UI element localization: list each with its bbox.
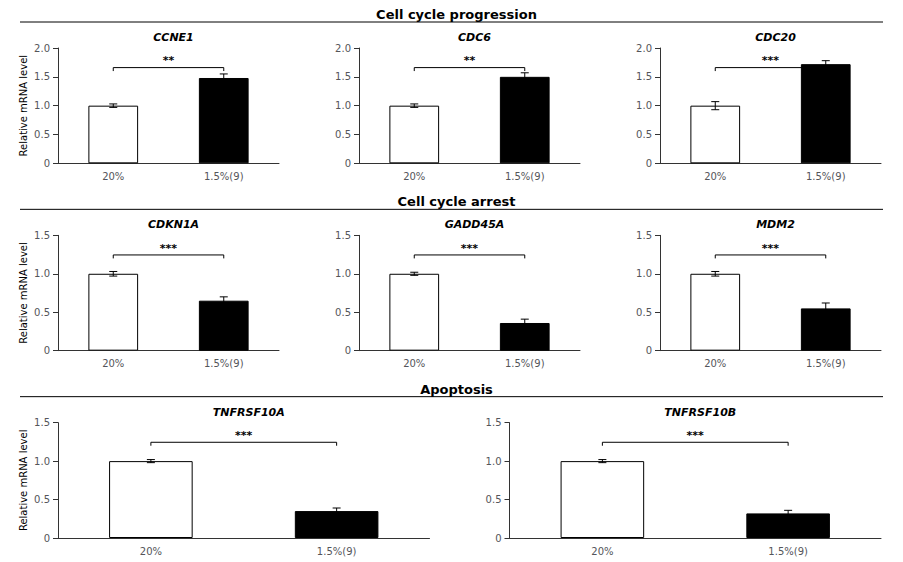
svg-text:1.5%(9): 1.5%(9) xyxy=(204,358,244,369)
svg-text:1.5: 1.5 xyxy=(34,230,50,241)
svg-text:1.5: 1.5 xyxy=(486,417,502,428)
svg-text:***: *** xyxy=(687,429,705,442)
svg-text:20%: 20% xyxy=(102,358,124,369)
svg-text:1.5%(9): 1.5%(9) xyxy=(768,546,808,557)
svg-text:Cell cycle arrest: Cell cycle arrest xyxy=(398,194,516,209)
svg-text:GADD45A: GADD45A xyxy=(445,218,505,231)
svg-text:1.0: 1.0 xyxy=(335,100,351,111)
svg-text:Relative mRNA level: Relative mRNA level xyxy=(18,430,29,531)
svg-text:1.5: 1.5 xyxy=(335,230,351,241)
svg-text:0: 0 xyxy=(44,533,50,544)
svg-text:20%: 20% xyxy=(704,358,726,369)
svg-text:0: 0 xyxy=(646,345,652,356)
svg-text:1.5%(9): 1.5%(9) xyxy=(505,171,545,182)
svg-text:***: *** xyxy=(160,242,178,255)
svg-text:MDM2: MDM2 xyxy=(756,218,795,231)
svg-text:0: 0 xyxy=(345,158,351,169)
svg-text:TNFRSF10A: TNFRSF10A xyxy=(213,406,285,419)
svg-text:20%: 20% xyxy=(140,546,162,557)
svg-text:20%: 20% xyxy=(403,171,425,182)
svg-text:Relative mRNA level: Relative mRNA level xyxy=(18,55,29,156)
svg-text:20%: 20% xyxy=(403,358,425,369)
svg-text:1.5: 1.5 xyxy=(335,71,351,82)
svg-text:**: ** xyxy=(464,54,476,67)
svg-text:***: *** xyxy=(762,54,780,67)
svg-text:1.5: 1.5 xyxy=(34,71,50,82)
svg-text:0.5: 0.5 xyxy=(335,129,351,140)
svg-text:**: ** xyxy=(163,54,175,67)
svg-text:0: 0 xyxy=(345,345,351,356)
svg-text:0.5: 0.5 xyxy=(34,307,50,318)
svg-text:***: *** xyxy=(461,242,479,255)
svg-text:1.0: 1.0 xyxy=(34,100,50,111)
svg-text:1.0: 1.0 xyxy=(636,100,652,111)
svg-text:0: 0 xyxy=(44,345,50,356)
svg-text:2.0: 2.0 xyxy=(34,43,50,54)
svg-text:0: 0 xyxy=(495,533,501,544)
svg-text:Relative mRNA level: Relative mRNA level xyxy=(18,242,29,343)
svg-text:CDC6: CDC6 xyxy=(458,31,491,44)
svg-text:1.5%(9): 1.5%(9) xyxy=(505,358,545,369)
svg-text:CDKN1A: CDKN1A xyxy=(148,218,199,231)
svg-text:Cell cycle progression: Cell cycle progression xyxy=(376,7,537,22)
svg-text:1.5%(9): 1.5%(9) xyxy=(806,171,846,182)
svg-text:1.5: 1.5 xyxy=(636,71,652,82)
svg-text:20%: 20% xyxy=(704,171,726,182)
svg-text:0.5: 0.5 xyxy=(335,307,351,318)
svg-text:TNFRSF10B: TNFRSF10B xyxy=(664,406,736,419)
svg-text:0: 0 xyxy=(646,158,652,169)
svg-text:0.5: 0.5 xyxy=(34,494,50,505)
svg-text:1.0: 1.0 xyxy=(486,456,502,467)
svg-text:0.5: 0.5 xyxy=(34,129,50,140)
svg-text:1.0: 1.0 xyxy=(34,456,50,467)
svg-text:2.0: 2.0 xyxy=(636,43,652,54)
svg-text:CCNE1: CCNE1 xyxy=(153,31,194,44)
svg-text:1.5: 1.5 xyxy=(34,417,50,428)
svg-text:1.0: 1.0 xyxy=(636,268,652,279)
svg-text:20%: 20% xyxy=(102,171,124,182)
svg-text:1.0: 1.0 xyxy=(335,268,351,279)
svg-text:***: *** xyxy=(235,429,253,442)
svg-text:20%: 20% xyxy=(591,546,613,557)
svg-text:0: 0 xyxy=(44,158,50,169)
svg-text:0.5: 0.5 xyxy=(486,494,502,505)
svg-text:1.5%(9): 1.5%(9) xyxy=(204,171,244,182)
svg-text:0.5: 0.5 xyxy=(636,129,652,140)
svg-text:0.5: 0.5 xyxy=(636,307,652,318)
svg-text:1.5%(9): 1.5%(9) xyxy=(806,358,846,369)
svg-text:1.5%(9): 1.5%(9) xyxy=(317,546,357,557)
svg-text:2.0: 2.0 xyxy=(335,43,351,54)
svg-text:CDC20: CDC20 xyxy=(755,31,796,44)
svg-text:***: *** xyxy=(762,242,780,255)
svg-text:Apoptosis: Apoptosis xyxy=(420,382,493,397)
svg-text:1.0: 1.0 xyxy=(34,268,50,279)
svg-text:1.5: 1.5 xyxy=(636,230,652,241)
